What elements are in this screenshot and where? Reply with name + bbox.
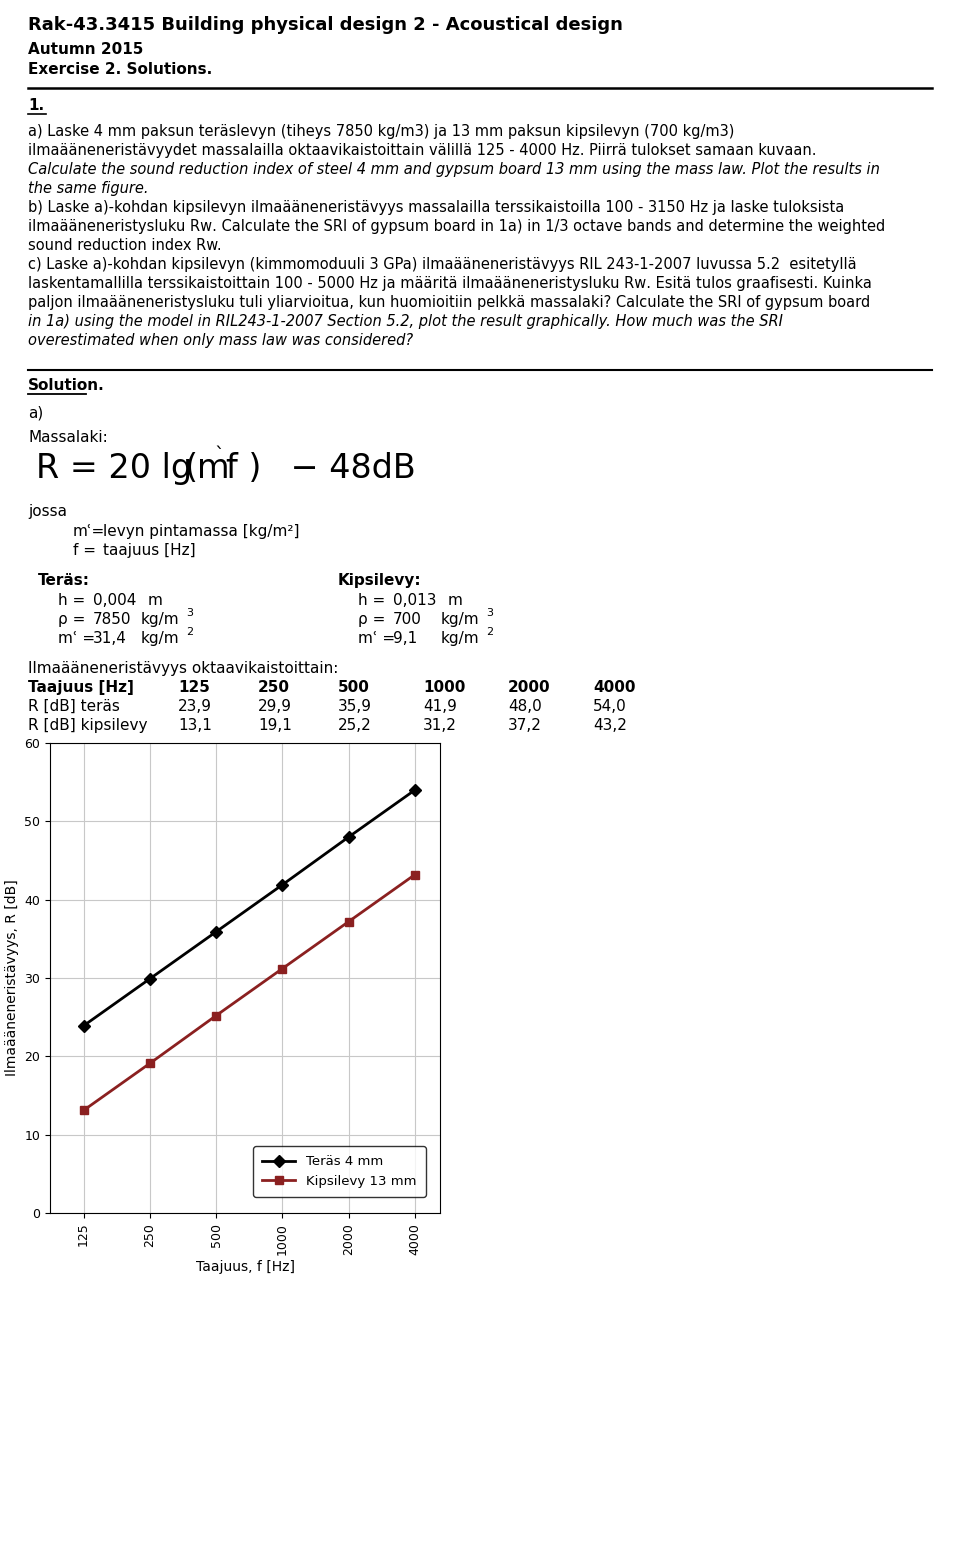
Text: 19,1: 19,1 bbox=[258, 719, 292, 732]
Text: R = 20 lg: R = 20 lg bbox=[36, 452, 192, 486]
Kipsilevy 13 mm bbox=[276, 959, 288, 978]
Text: Autumn 2015: Autumn 2015 bbox=[28, 42, 143, 57]
Text: 0,004: 0,004 bbox=[93, 594, 136, 608]
Text: in 1a) using the model in RIL243-1-2007 Section 5.2, plot the result graphically: in 1a) using the model in RIL243-1-2007 … bbox=[28, 315, 783, 328]
Text: 9,1: 9,1 bbox=[393, 631, 418, 646]
Teräs 4 mm bbox=[210, 922, 222, 941]
Line: Kipsilevy 13 mm: Kipsilevy 13 mm bbox=[80, 870, 420, 1115]
Text: 2: 2 bbox=[486, 628, 493, 637]
Text: 37,2: 37,2 bbox=[508, 719, 541, 732]
Text: c) Laske a)-kohdan kipsilevyn (kimmomoduuli 3 GPa) ilmaääneneristävyys RIL 243-1: c) Laske a)-kohdan kipsilevyn (kimmomodu… bbox=[28, 258, 856, 271]
Text: Rak-43.3415 Building physical design 2 - Acoustical design: Rak-43.3415 Building physical design 2 -… bbox=[28, 15, 623, 34]
Text: − 48dB: − 48dB bbox=[280, 452, 416, 486]
Text: Kipsilevy:: Kipsilevy: bbox=[338, 574, 421, 588]
Text: 54,0: 54,0 bbox=[593, 699, 627, 714]
Text: kg/m: kg/m bbox=[141, 631, 180, 646]
Text: 31,4: 31,4 bbox=[93, 631, 127, 646]
Text: h =: h = bbox=[358, 594, 385, 608]
Text: mʿ =: mʿ = bbox=[58, 631, 95, 646]
Text: 3: 3 bbox=[486, 608, 493, 618]
Text: a) Laske 4 mm paksun teräslevyn (tiheys 7850 kg/m3) ja 13 mm paksun kipsilevyn (: a) Laske 4 mm paksun teräslevyn (tiheys … bbox=[28, 123, 734, 139]
Line: Teräs 4 mm: Teräs 4 mm bbox=[80, 786, 420, 1030]
Text: overestimated when only mass law was considered?: overestimated when only mass law was con… bbox=[28, 333, 413, 348]
Text: taajuus [Hz]: taajuus [Hz] bbox=[103, 543, 196, 558]
Text: 3: 3 bbox=[186, 608, 193, 618]
Text: 4000: 4000 bbox=[593, 680, 636, 695]
Text: 13,1: 13,1 bbox=[178, 719, 212, 732]
Text: Exercise 2. Solutions.: Exercise 2. Solutions. bbox=[28, 62, 212, 77]
Y-axis label: Ilmaääneneristävyys, R [dB]: Ilmaääneneristävyys, R [dB] bbox=[5, 879, 19, 1076]
Kipsilevy 13 mm bbox=[144, 1055, 156, 1073]
Text: 31,2: 31,2 bbox=[423, 719, 457, 732]
Teräs 4 mm bbox=[409, 780, 420, 799]
Text: 250: 250 bbox=[258, 680, 290, 695]
Text: 500: 500 bbox=[338, 680, 370, 695]
Text: 29,9: 29,9 bbox=[258, 699, 292, 714]
Text: ρ =: ρ = bbox=[58, 612, 85, 628]
Text: laskentamallilla terssikaistoittain 100 - 5000 Hz ja määritä ilmaääneneristysluk: laskentamallilla terssikaistoittain 100 … bbox=[28, 276, 872, 291]
Text: 700: 700 bbox=[393, 612, 421, 628]
Text: Solution.: Solution. bbox=[28, 378, 105, 393]
Teräs 4 mm bbox=[78, 1016, 89, 1035]
Kipsilevy 13 mm bbox=[409, 865, 420, 884]
Text: f =: f = bbox=[73, 543, 96, 558]
Text: Massalaki:: Massalaki: bbox=[28, 430, 108, 446]
Text: h =: h = bbox=[58, 594, 85, 608]
Kipsilevy 13 mm bbox=[210, 1007, 222, 1025]
Text: 48,0: 48,0 bbox=[508, 699, 541, 714]
Text: sound reduction index Rw.: sound reduction index Rw. bbox=[28, 237, 222, 253]
Text: (m: (m bbox=[184, 452, 229, 486]
Text: 2: 2 bbox=[186, 628, 193, 637]
Text: 2000: 2000 bbox=[508, 680, 551, 695]
Teräs 4 mm bbox=[144, 970, 156, 988]
Text: 35,9: 35,9 bbox=[338, 699, 372, 714]
Text: mʿ=: mʿ= bbox=[73, 524, 106, 540]
Teräs 4 mm bbox=[343, 828, 354, 847]
Text: 0,013: 0,013 bbox=[393, 594, 437, 608]
Text: 41,9: 41,9 bbox=[423, 699, 457, 714]
Text: Calculate the sound reduction index of steel 4 mm and gypsum board 13 mm using t: Calculate the sound reduction index of s… bbox=[28, 162, 880, 177]
Text: kg/m: kg/m bbox=[441, 631, 480, 646]
Text: jossa: jossa bbox=[28, 504, 67, 520]
Text: ρ =: ρ = bbox=[358, 612, 385, 628]
Text: 23,9: 23,9 bbox=[178, 699, 212, 714]
Text: ilmaääneneristysluku Rᴡ. Calculate the SRI of gypsum board in 1a) in 1/3 octave : ilmaääneneristysluku Rᴡ. Calculate the S… bbox=[28, 219, 885, 234]
Text: f ): f ) bbox=[226, 452, 261, 486]
Text: Teräs:: Teräs: bbox=[38, 574, 90, 588]
Text: paljon ilmaääneneristysluku tuli yliarvioitua, kun huomioitiin pelkkä massalaki?: paljon ilmaääneneristysluku tuli yliarvi… bbox=[28, 295, 871, 310]
Text: kg/m: kg/m bbox=[141, 612, 180, 628]
Text: mʿ =: mʿ = bbox=[358, 631, 396, 646]
Text: a): a) bbox=[28, 406, 43, 421]
Text: Taajuus [Hz]: Taajuus [Hz] bbox=[28, 680, 133, 695]
Text: ilmaääneneristävyydet massalailla oktaavikaistoittain välillä 125 - 4000 Hz. Pii: ilmaääneneristävyydet massalailla oktaav… bbox=[28, 143, 817, 157]
Text: 43,2: 43,2 bbox=[593, 719, 627, 732]
Kipsilevy 13 mm bbox=[78, 1101, 89, 1119]
Text: m: m bbox=[448, 594, 463, 608]
Text: R [dB] kipsilevy: R [dB] kipsilevy bbox=[28, 719, 148, 732]
Text: levyn pintamassa [kg/m²]: levyn pintamassa [kg/m²] bbox=[103, 524, 300, 540]
Legend: Teräs 4 mm, Kipsilevy 13 mm: Teräs 4 mm, Kipsilevy 13 mm bbox=[253, 1146, 425, 1197]
X-axis label: Taajuus, f [Hz]: Taajuus, f [Hz] bbox=[196, 1260, 295, 1274]
Teräs 4 mm bbox=[276, 876, 288, 894]
Text: 25,2: 25,2 bbox=[338, 719, 372, 732]
Text: `: ` bbox=[214, 446, 224, 466]
Kipsilevy 13 mm bbox=[343, 913, 354, 931]
Text: 7850: 7850 bbox=[93, 612, 132, 628]
Text: Ilmaääneneristävyys oktaavikaistoittain:: Ilmaääneneristävyys oktaavikaistoittain: bbox=[28, 662, 338, 675]
Text: m: m bbox=[148, 594, 163, 608]
Text: 1000: 1000 bbox=[423, 680, 466, 695]
Text: kg/m: kg/m bbox=[441, 612, 480, 628]
Text: the same figure.: the same figure. bbox=[28, 180, 149, 196]
Text: 1.: 1. bbox=[28, 99, 44, 113]
Text: R [dB] teräs: R [dB] teräs bbox=[28, 699, 120, 714]
Text: 125: 125 bbox=[178, 680, 210, 695]
Text: b) Laske a)-kohdan kipsilevyn ilmaääneneristävyys massalailla terssikaistoilla 1: b) Laske a)-kohdan kipsilevyn ilmaäänene… bbox=[28, 200, 844, 214]
